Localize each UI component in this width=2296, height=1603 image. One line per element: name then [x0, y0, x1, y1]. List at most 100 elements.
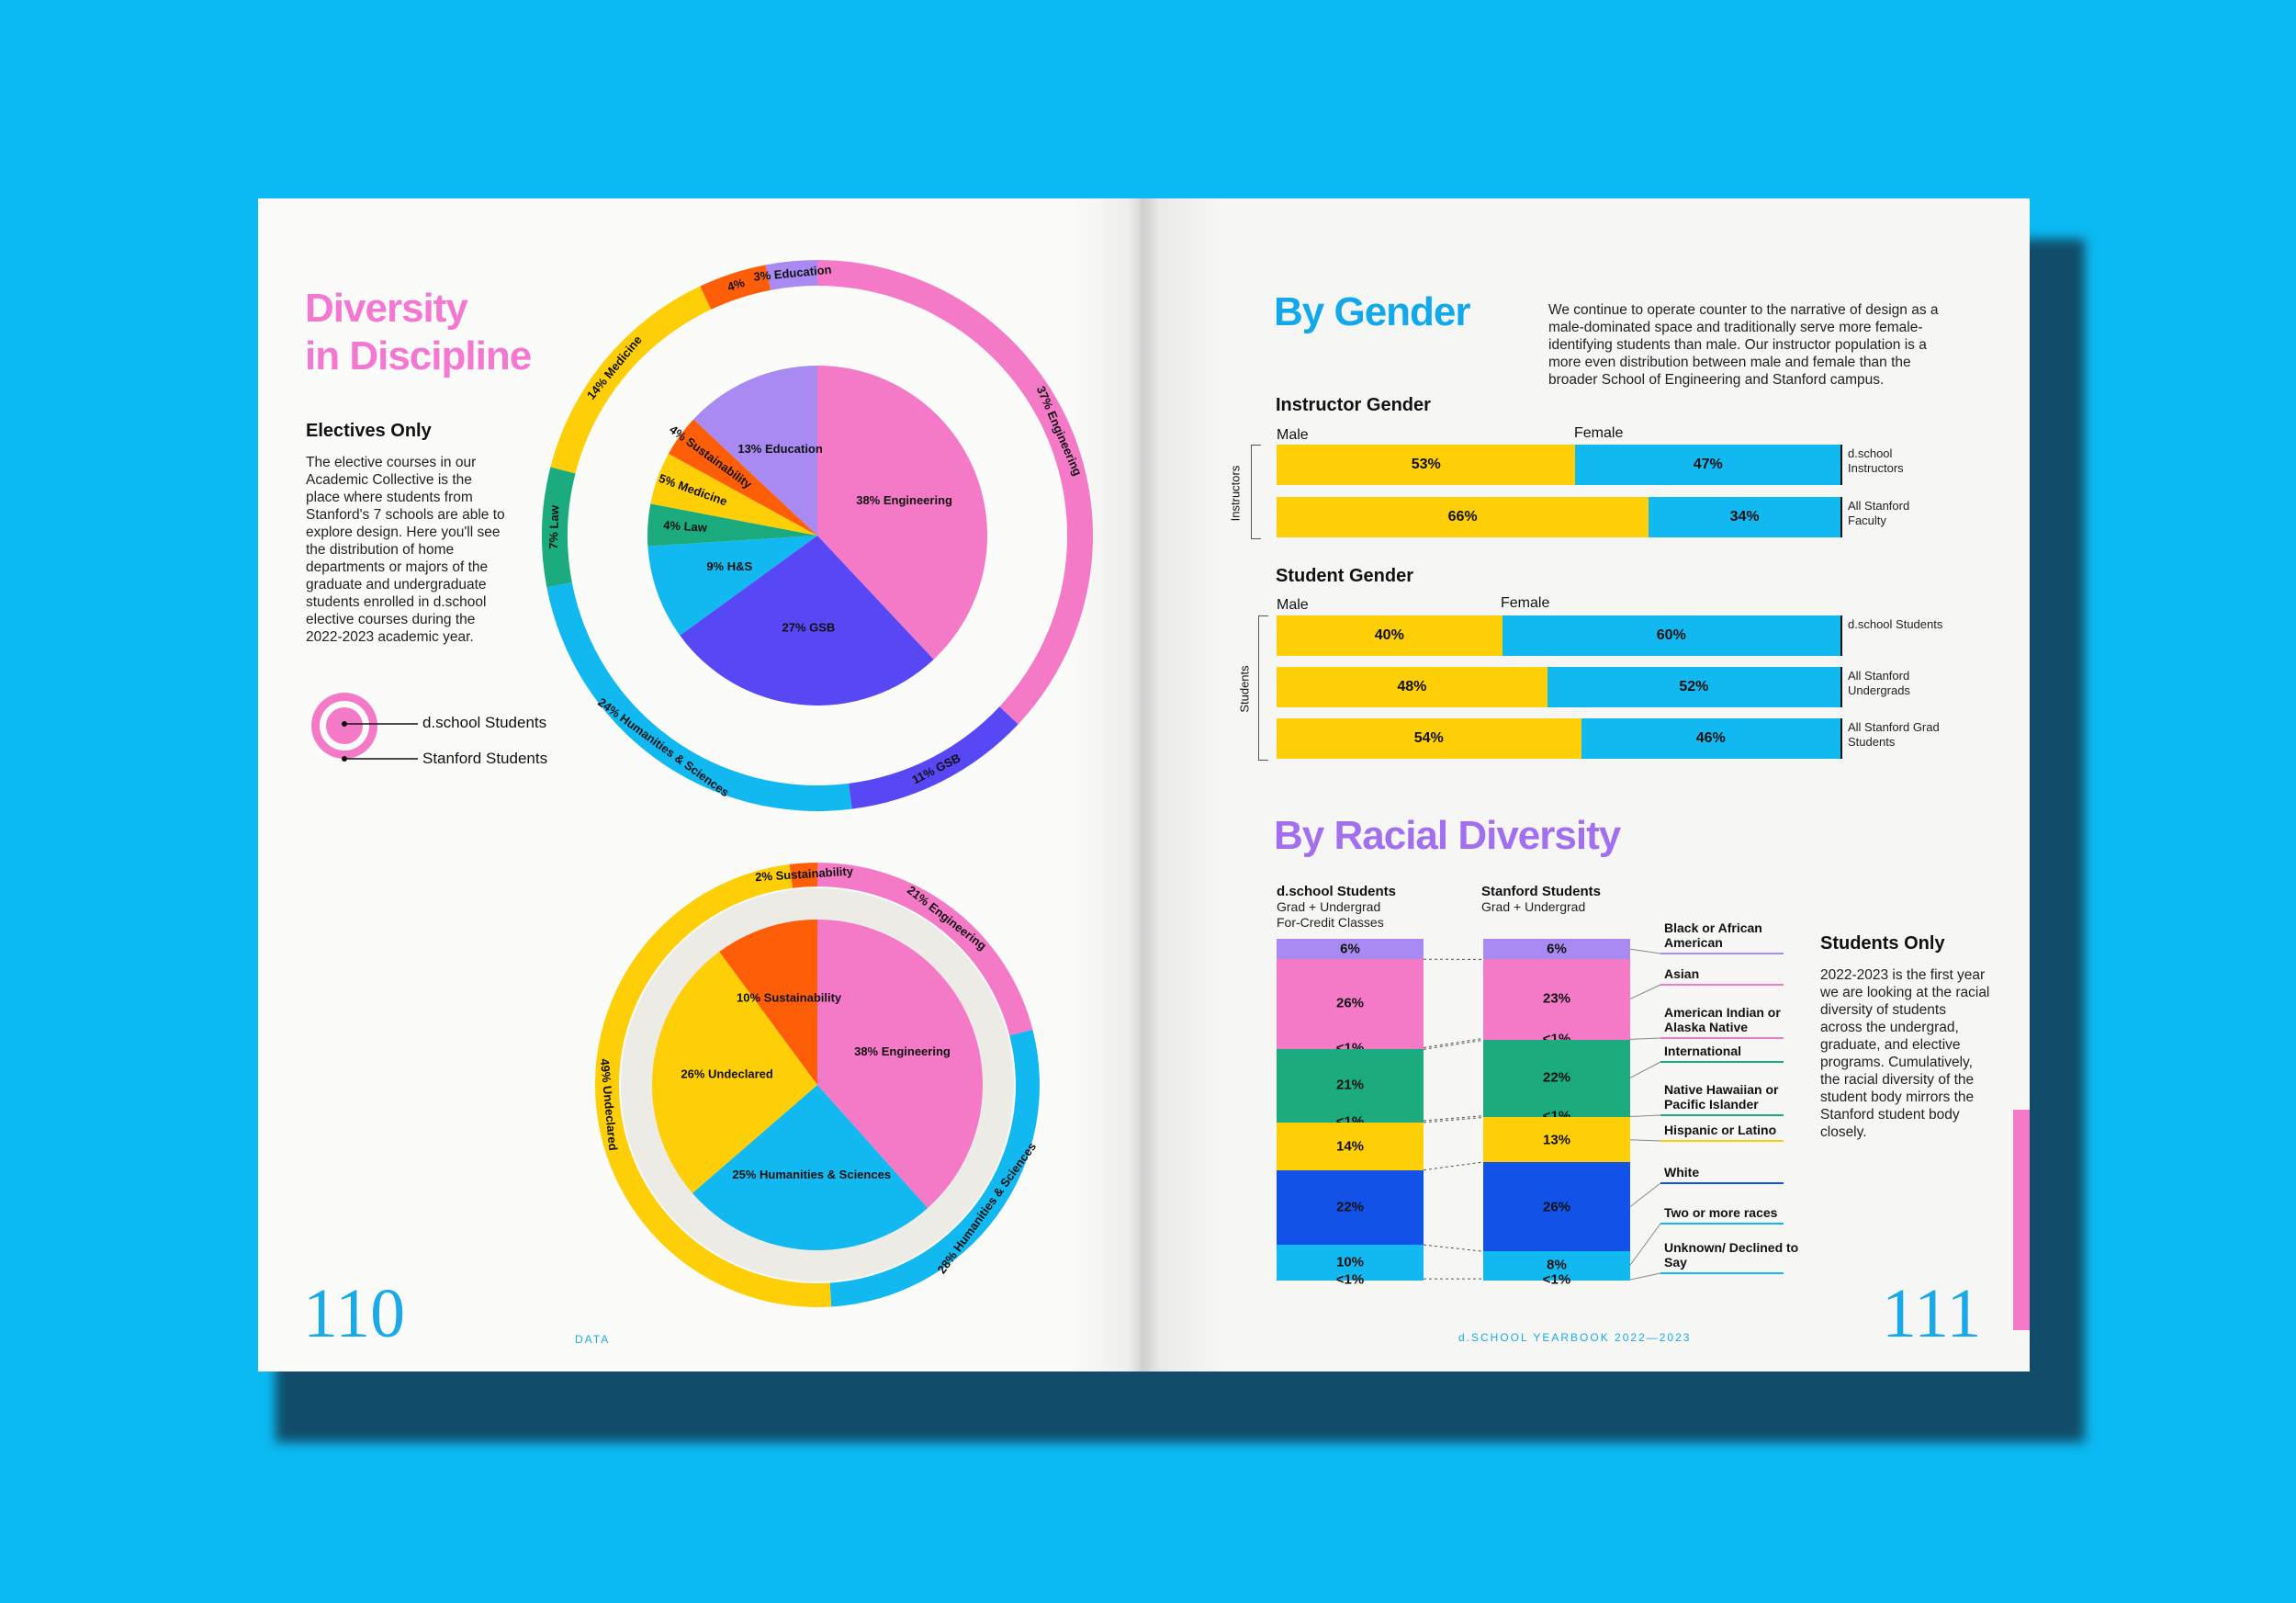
- stanford-value-black-or-african-american: 6%: [1547, 941, 1567, 957]
- left-footer: DATA: [575, 1333, 611, 1346]
- race-label-asian: Asian: [1664, 966, 1700, 981]
- stanford-segment-white: [1483, 1162, 1630, 1252]
- connector-white: [1423, 1161, 1484, 1171]
- electives-outer-segment-3-education: [765, 260, 817, 290]
- dschool-value-black-or-african-american: 6%: [1340, 941, 1360, 957]
- undergrad-inner-slice-10-sustainability: [719, 920, 817, 1085]
- electives-inner-slice-38-engineering: [817, 366, 987, 660]
- undergrad-outer-label-2-sustainability: 2% Sustainability: [755, 864, 854, 885]
- stanford-segment-international: [1483, 1040, 1630, 1116]
- electives-inner-slice-13-education: [693, 366, 817, 536]
- stanford-segment-american-indian-or-alaska-native: [1483, 1038, 1630, 1041]
- dschool-segment-asian: [1277, 959, 1424, 1048]
- instructor-female-label: Female: [1574, 425, 1624, 441]
- electives-outer-label-7-law: 7% Law: [546, 504, 562, 549]
- stanford-segment-native-hawaiian-or-pacific-islander: [1483, 1115, 1630, 1118]
- student-male-bar-d-school-students: [1277, 615, 1503, 656]
- right-page-number: 111: [1882, 1275, 1982, 1352]
- dschool-value-white: 22%: [1335, 1199, 1365, 1215]
- electives-outer-segment-11-gsb: [849, 706, 1019, 809]
- race-pointer-black-or-african-american: [1629, 948, 1661, 954]
- student-female-value-all-stanford-grad-students: 46%: [1695, 730, 1726, 746]
- race-pointer-international: [1629, 1061, 1661, 1078]
- student-male-label: Male: [1277, 597, 1309, 613]
- student-bracket: [1258, 615, 1268, 761]
- connector-native-hawaiian-or-pacific-islander: [1423, 1115, 1484, 1122]
- student-gender-title: Student Gender: [1276, 566, 1414, 586]
- undergrad-inner-label-26-undeclared: 26% Undeclared: [681, 1067, 772, 1080]
- race-pointer-two-or-more-races: [1629, 1223, 1661, 1266]
- electives-outer-segment-14-medicine: [550, 286, 712, 474]
- dschool-segment-hispanic-or-latino: [1277, 1122, 1424, 1170]
- instructor-male-value-all-stanford-faculty: 66%: [1447, 509, 1478, 525]
- stanford-value-two-or-more-races: 8%: [1547, 1257, 1567, 1273]
- dschool-value-hispanic-or-latino: 14%: [1335, 1138, 1365, 1155]
- stanford-value-unknown-declined-to-say: <1%: [1542, 1271, 1571, 1288]
- electives-inner-label-9-h-s: 9% H&S: [706, 559, 752, 573]
- student-row-label-all-stanford-undergrads: All Stanford Undergrads: [1848, 669, 1910, 697]
- instructor-row-end-tick: [1840, 445, 1842, 485]
- undergrad-outer-segment-2-sustainability: [789, 863, 817, 888]
- instructor-bracket: [1251, 445, 1261, 539]
- book-gutter: [1065, 198, 1221, 1372]
- student-male-value-all-stanford-grad-students: 54%: [1413, 730, 1444, 746]
- student-row-label-all-stanford-grad-students: All Stanford Grad Students: [1848, 720, 1940, 749]
- student-row-end-tick: [1840, 615, 1842, 656]
- gender-description: We continue to operate counter to the na…: [1548, 302, 1939, 388]
- electives-outer-segment-7-law: [542, 467, 576, 588]
- race-label-hispanic-or-latino: Hispanic or Latino: [1664, 1123, 1777, 1137]
- racial-title: By Racial Diversity: [1274, 813, 1621, 858]
- student-female-bar-all-stanford-undergrads: [1547, 667, 1840, 707]
- student-row-end-tick: [1840, 667, 1842, 707]
- instructor-female-bar-all-stanford-faculty: [1649, 497, 1840, 537]
- gender-title: By Gender: [1274, 289, 1471, 334]
- instructor-row-label-all-stanford-faculty: All Stanford Faculty: [1848, 499, 1910, 527]
- dschool-value-international: 21%: [1335, 1077, 1365, 1093]
- stanford-segment-two-or-more-races: [1483, 1251, 1630, 1280]
- instructor-female-value-all-stanford-faculty: 34%: [1729, 509, 1760, 525]
- electives-inner-label-27-gsb: 27% GSB: [782, 621, 836, 635]
- undergrad-inner-label-25-humanities-sciences: 25% Humanities & Sciences: [732, 1168, 891, 1181]
- race-label-unknown-declined-to-say: Unknown/ Declined to Say: [1664, 1240, 1799, 1270]
- dschool-value-asian: 26%: [1335, 995, 1365, 1011]
- instructor-female-bar-d-school-instructors: [1575, 445, 1840, 485]
- stanford-segment-unknown-declined-to-say: [1483, 1279, 1630, 1281]
- instructor-female-value-d-school-instructors: 47%: [1693, 457, 1723, 472]
- race-label-international: International: [1664, 1044, 1742, 1058]
- stanford-value-white: 26%: [1542, 1199, 1571, 1215]
- instructor-row-end-tick: [1840, 497, 1842, 537]
- electives-inner-label-38-engineering: 38% Engineering: [856, 493, 952, 507]
- title-line-1: Diversity: [305, 286, 468, 331]
- race-pointer-american-indian-or-alaska-native: [1629, 1037, 1661, 1040]
- instructor-male-bar-d-school-instructors: [1277, 445, 1576, 485]
- dschool-segment-black-or-african-american: [1277, 939, 1424, 960]
- undergrad-outer-segment-28-humanities-sciences: [829, 1029, 1040, 1307]
- title-line-2: in Discipline: [305, 333, 532, 378]
- connector-hispanic-or-latino: [1423, 1116, 1484, 1123]
- stanford-value-asian: 23%: [1542, 990, 1571, 1007]
- undergrad-inner-label-10-sustainability: 10% Sustainability: [737, 990, 842, 1004]
- stanford-segment-asian: [1483, 959, 1630, 1039]
- race-label-american-indian-or-alaska-native: American Indian or Alaska Native: [1664, 1005, 1781, 1034]
- student-female-bar-d-school-students: [1502, 615, 1840, 656]
- dschool-value-two-or-more-races: 10%: [1335, 1254, 1365, 1270]
- left-page-number: 110: [303, 1275, 406, 1352]
- undergrad-inner-label-38-engineering: 38% Engineering: [854, 1044, 951, 1058]
- electives-outer-segment-4: [700, 265, 771, 310]
- undergrad-inner-slice-25-humanities-sciences: [692, 1085, 929, 1251]
- student-male-bar-all-stanford-grad-students: [1277, 718, 1581, 759]
- instructor-row-label-d-school-instructors: d.school Instructors: [1848, 446, 1904, 475]
- stanford-value-international: 22%: [1542, 1069, 1571, 1086]
- instructor-male-value-d-school-instructors: 53%: [1411, 457, 1441, 472]
- electives-subtitle: Electives Only: [306, 421, 432, 441]
- undergrad-inner-slice-26-undeclared: [652, 952, 817, 1193]
- right-footer: d.SCHOOL YEARBOOK 2022—2023: [1458, 1331, 1692, 1344]
- electives-inner-label-4-law: 4% Law: [663, 518, 708, 535]
- racial-col1-sub1: Grad + Undergrad: [1277, 899, 1381, 914]
- student-female-value-all-stanford-undergrads: 52%: [1679, 679, 1709, 694]
- dschool-segment-native-hawaiian-or-pacific-islander: [1277, 1121, 1424, 1123]
- race-label-black-or-african-american: Black or African American: [1664, 920, 1762, 950]
- stanford-segment-black-or-african-american: [1483, 939, 1630, 960]
